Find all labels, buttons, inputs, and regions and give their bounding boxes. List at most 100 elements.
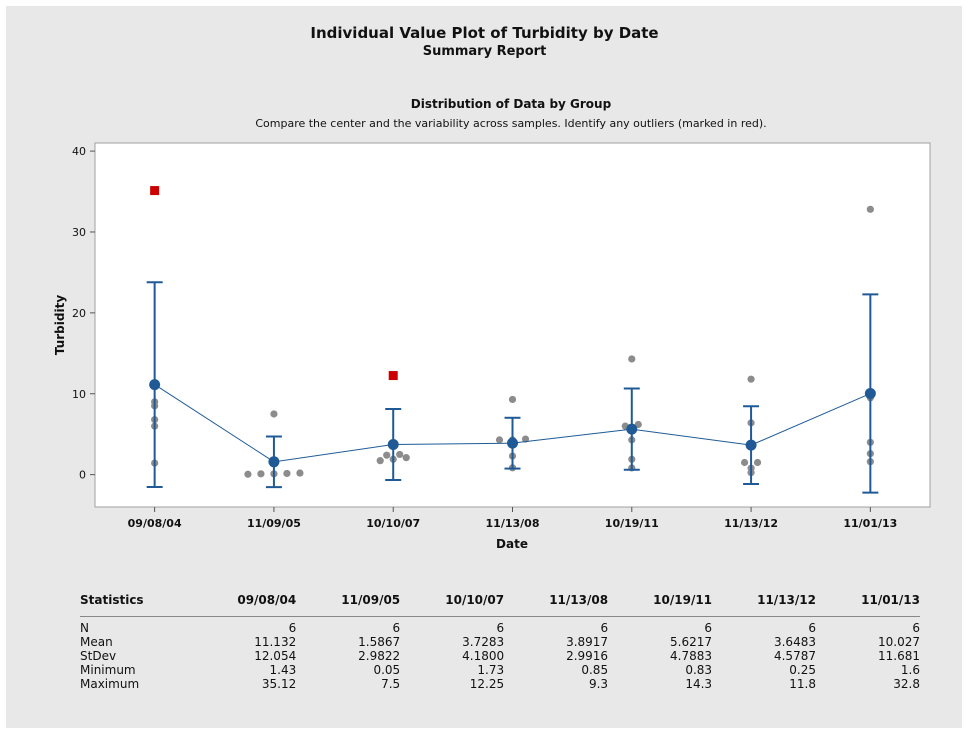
data-point [747,375,755,383]
data-point [521,435,530,443]
stats-cell: 6 [392,621,401,635]
y-tick-label: 0 [79,469,86,482]
x-tick-label: 10/19/11 [605,517,659,530]
stats-cell: 6 [912,621,920,635]
stats-cell: 6 [600,621,609,635]
stats-column-header: 09/08/04 [192,590,297,617]
stats-column-header: 10/19/11 [608,590,713,617]
stats-cell: 1.5867 [358,635,401,649]
x-axis-label: Date [496,537,528,551]
x-tick-label: 11/13/12 [724,517,778,530]
mean-point [387,438,399,450]
statistics-table: Statistics 09/08/04 11/09/05 10/10/07 11/13… [80,590,920,691]
stats-column-header: 11/13/12 [712,590,816,617]
mean-point [149,379,161,391]
stats-cell: 6 [808,621,816,635]
x-tick-label: 09/08/04 [128,517,182,530]
stats-header-row: Statistics 09/08/04 11/09/05 10/10/07 11/13… [80,590,920,617]
stats-cell: 12.054 [254,649,297,663]
data-point [283,469,291,478]
stats-row-label: Minimum [80,663,136,677]
x-tick-label: 11/01/13 [843,517,897,530]
data-point [628,355,636,363]
chart-title: Distribution of Data by Group [411,97,612,111]
data-point [244,470,252,478]
mean-point [268,456,280,468]
stats-cell: 32.8 [893,677,920,691]
stats-row-label: N [80,621,89,635]
y-axis: 0 10 20 30 40 [72,145,95,482]
stats-cell: 4.5787 [773,649,816,663]
stats-column-header: 11/01/13 [815,590,920,617]
y-tick-label: 20 [72,307,86,320]
stats-cell: 11.681 [878,649,920,663]
stats-cell: 7.5 [381,677,401,691]
stats-row-label: Mean [80,635,113,649]
outlier-point [388,371,398,381]
data-point [495,436,504,444]
stats-cell: 35.12 [261,677,297,691]
data-point [740,458,749,467]
data-point [402,454,410,462]
y-tick-label: 30 [72,226,86,239]
stats-cell: 6 [496,621,505,635]
mean-point [626,423,638,435]
y-tick-label: 10 [72,388,86,401]
x-tick-label: 11/13/08 [486,517,540,530]
data-point [634,420,642,429]
y-tick-label: 40 [72,145,86,158]
stats-cell: 0.85 [581,663,609,677]
stats-cell: 0.05 [373,663,401,677]
stats-cell: 3.8917 [566,635,609,649]
stats-cell: 10.027 [878,635,920,649]
stats-row: Maximum 35.12 7.5 12.25 9.3 14.3 11.8 32.8 [80,677,920,691]
data-point [396,450,404,459]
stats-cell: 5.6217 [670,635,713,649]
data-point [376,457,384,465]
data-point [508,395,517,404]
x-tick-label: 10/10/07 [366,517,420,530]
stats-row: Mean 11.132 1.5867 3.7283 3.8917 5.6217 3.6483… [80,635,920,649]
x-tick-label: 11/09/05 [247,517,301,530]
stats-row-label: Maximum [80,677,140,691]
data-point [866,205,874,213]
x-axis: 09/08/04 11/09/05 10/10/07 11/13/08 10/19/11… [128,507,897,530]
stats-cell: 2.9916 [566,649,609,663]
data-point [257,470,265,478]
outlier-point [150,186,160,196]
stats-cell: 2.9822 [358,649,401,663]
stats-body: N 6 6 6 6 6 6 6 Mean 11.132 1.5867 3.7283 3.8917 5.62… [80,617,920,691]
y-axis-label: Turbidity [53,295,67,355]
individual-value-plot: Distribution of Data by Group Compare th… [53,97,931,551]
data-point [270,410,278,418]
stats-column-header: 10/10/07 [400,590,505,617]
mean-point [745,439,757,451]
report-title-block: Individual Value Plot of Turbidity by Da… [0,24,969,60]
report-title: Individual Value Plot of Turbidity by Da… [310,24,659,42]
stats-cell: 12.25 [469,677,505,691]
stats-cell: 0.25 [789,663,816,677]
stats-column-header: 11/09/05 [296,590,401,617]
mean-layer [146,281,879,494]
data-point [753,458,762,467]
stats-header-label: Statistics [80,590,193,617]
mean-point [507,437,518,449]
stats-cell: 14.3 [685,677,713,691]
stats-cell: 3.7283 [462,635,505,649]
stats-row: StDev 12.054 2.9822 4.1800 2.9916 4.7883 4.578… [80,649,920,663]
stats-row-label: StDev [80,649,117,663]
stats-cell: 9.3 [588,677,609,691]
stats-cell: 4.1800 [462,649,505,663]
mean-point [864,388,876,400]
stats-cell: 6 [288,621,297,635]
stats-row: N 6 6 6 6 6 6 6 [80,617,920,636]
stats-cell: 3.6483 [773,635,816,649]
stats-row: Minimum 1.43 0.05 1.73 0.85 0.83 0.25 1.6 [80,663,920,677]
stats-cell: 4.7883 [670,649,713,663]
data-point [383,451,391,459]
report-subtitle: Summary Report [422,44,547,59]
chart-subtitle: Compare the center and the variability a… [255,117,766,130]
stats-cell: 6 [704,621,713,635]
stats-cell: 0.83 [685,663,713,677]
data-point [296,469,304,477]
